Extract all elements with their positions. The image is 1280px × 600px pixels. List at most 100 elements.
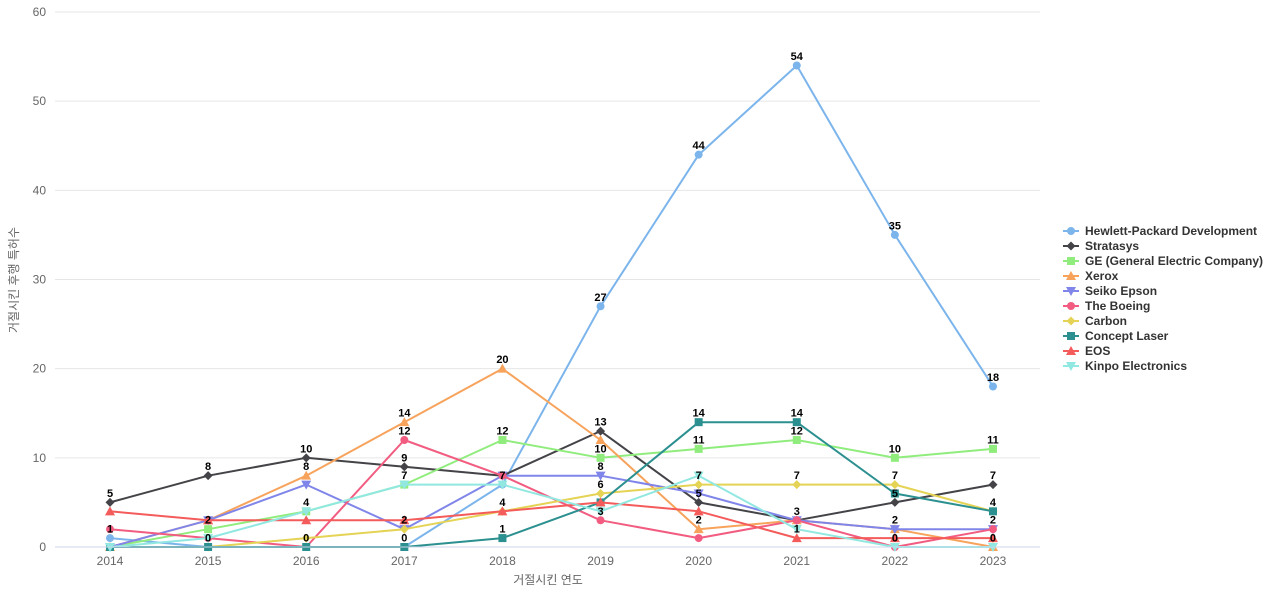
data-point-marker[interactable] [106,525,114,534]
data-point-marker[interactable] [399,417,410,427]
data-point-marker[interactable] [596,426,606,436]
data-point-marker[interactable] [301,453,311,463]
data-label: 5 [892,488,898,500]
data-point-marker[interactable] [792,61,801,70]
legend-item-carbon[interactable]: Carbon [1063,314,1127,328]
data-label: 7 [401,470,407,482]
data-point-marker[interactable] [301,533,311,543]
data-point-marker[interactable] [694,497,704,507]
data-point-marker[interactable] [693,524,704,534]
data-point-marker[interactable] [890,453,899,462]
legend-item-the-boeing[interactable]: The Boeing [1063,299,1150,313]
legend-item-concept-laser[interactable]: Concept Laser [1063,329,1169,343]
legend-symbol-marker[interactable] [1067,227,1075,235]
data-point-marker[interactable] [890,497,900,507]
legend-symbol-marker[interactable] [1067,257,1075,265]
data-point-marker[interactable] [399,462,409,472]
data-point-marker[interactable] [988,382,997,391]
data-point-marker[interactable] [301,470,312,480]
data-point-marker[interactable] [498,436,507,444]
legend-symbol-marker[interactable] [1066,271,1076,280]
data-point-marker[interactable] [106,534,114,543]
legend-symbol-marker[interactable] [1066,241,1076,251]
data-point-marker[interactable] [498,534,507,543]
data-label: 7 [499,470,505,482]
data-point-marker[interactable] [792,436,801,444]
data-point-marker[interactable] [890,489,899,498]
data-point-marker[interactable] [595,507,606,517]
data-point-marker[interactable] [988,480,998,490]
legend-label: Xerox [1085,269,1119,283]
data-point-marker[interactable] [399,480,410,490]
data-point-marker[interactable] [596,302,605,311]
data-point-marker[interactable] [694,150,703,159]
data-label: 2 [990,515,996,527]
legend-symbol-marker[interactable] [1066,346,1076,355]
data-point-marker[interactable] [693,506,704,516]
data-point-marker[interactable] [301,515,312,525]
data-point-marker[interactable] [694,480,704,490]
data-point-marker[interactable] [497,363,508,373]
data-point-marker[interactable] [694,444,703,453]
data-point-marker[interactable] [694,534,703,543]
legend-symbol-marker[interactable] [1066,287,1076,296]
legend-symbol-marker[interactable] [1067,302,1075,310]
data-point-marker[interactable] [399,524,409,534]
legend-label: Kinpo Electronics [1085,359,1187,373]
data-point-marker[interactable] [596,516,605,525]
legend-item-seiko-epson[interactable]: Seiko Epson [1063,284,1157,298]
legend-symbol-marker[interactable] [1067,332,1075,340]
data-point-marker[interactable] [595,497,606,507]
legend-symbol-marker[interactable] [1066,316,1076,326]
legend-item-kinpo-electronics[interactable]: Kinpo Electronics [1063,359,1187,373]
data-point-marker[interactable] [890,480,900,490]
data-point-marker[interactable] [497,480,508,490]
data-point-marker[interactable] [596,453,605,462]
data-point-marker[interactable] [301,480,312,490]
data-point-marker[interactable] [301,507,312,517]
data-point-marker[interactable] [988,444,997,453]
data-point-marker[interactable] [497,506,508,516]
legend-item-stratasys[interactable]: Stratasys [1063,239,1139,253]
data-point-marker[interactable] [889,533,900,543]
data-point-marker[interactable] [105,497,115,507]
data-point-marker[interactable] [399,515,410,525]
data-label: 4 [303,497,310,509]
data-label: 6 [597,479,603,491]
data-point-marker[interactable] [890,230,899,239]
data-point-marker[interactable] [792,480,802,490]
data-point-marker[interactable] [988,525,997,534]
data-point-marker[interactable] [889,525,900,535]
data-point-marker[interactable] [693,471,704,481]
data-point-marker[interactable] [400,436,409,444]
data-point-marker[interactable] [791,525,802,535]
data-point-marker[interactable] [694,418,703,427]
legend-item-eos[interactable]: EOS [1063,344,1110,358]
legend-item-hewlett-packard-development[interactable]: Hewlett-Packard Development [1063,224,1257,238]
y-tick-label: 30 [33,273,47,287]
series-line [109,439,994,548]
data-point-marker[interactable] [203,515,214,525]
data-point-marker[interactable] [203,471,213,481]
legend-item-ge-general-electric-company[interactable]: GE (General Electric Company) [1063,254,1263,268]
data-point-marker[interactable] [204,525,213,534]
legend-symbol-marker[interactable] [1066,362,1076,371]
data-point-marker[interactable] [203,534,214,544]
data-point-marker[interactable] [596,489,606,498]
data-label: 4 [499,497,506,509]
data-point-marker[interactable] [792,516,801,525]
legend-item-xerox[interactable]: Xerox [1063,269,1119,283]
data-point-marker[interactable] [105,506,115,516]
data-point-marker[interactable] [595,435,606,444]
data-point-marker[interactable] [693,489,704,499]
data-point-marker[interactable] [498,471,507,480]
data-point-marker[interactable] [988,507,997,516]
data-point-marker[interactable] [791,533,802,543]
data-point-marker[interactable] [792,418,801,427]
data-label: 14 [791,408,804,420]
series-line [109,483,994,548]
data-label: 10 [594,443,606,455]
data-point-marker[interactable] [595,471,606,481]
data-point-marker[interactable] [987,533,998,543]
